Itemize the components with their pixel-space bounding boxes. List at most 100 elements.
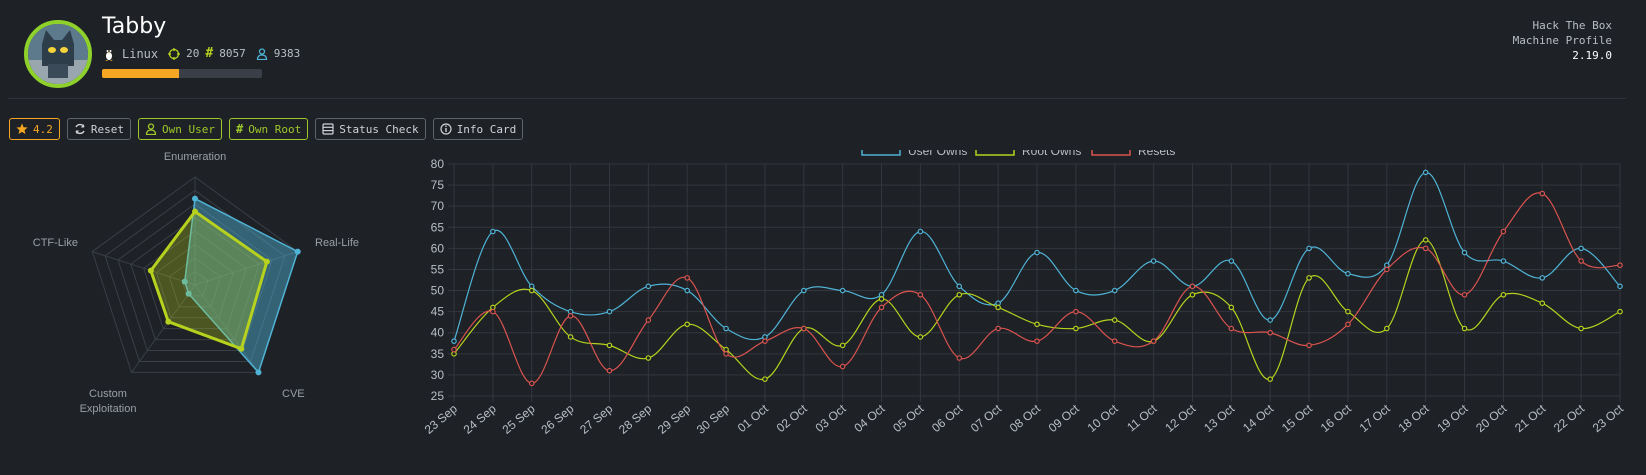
radar-point [192, 208, 198, 215]
radar-spoke [131, 284, 196, 373]
series-point [645, 283, 652, 290]
series-point [1111, 287, 1118, 294]
series-point [645, 317, 652, 323]
radar-spoke [194, 251, 298, 286]
series-point [917, 228, 924, 235]
radar-point [238, 345, 245, 352]
series-point [917, 291, 924, 298]
rating-value: 4.2 [33, 122, 53, 136]
user-owns-count: 9383 [273, 47, 301, 60]
radar-axis-label-line: Exploitation [80, 403, 137, 415]
rating-button[interactable]: 4.2 [9, 118, 60, 140]
series-point [1461, 291, 1468, 298]
linux-penguin-icon [104, 48, 114, 61]
y-tick-label: 60 [431, 241, 445, 255]
radar-spoke [92, 251, 196, 286]
radar-grid-ring [104, 189, 286, 362]
own-root-button[interactable]: # Own Root [228, 118, 309, 140]
series-point [1422, 245, 1429, 252]
series-point [1422, 237, 1429, 243]
series-point [1578, 245, 1584, 252]
x-tick-label: 29 Sep [655, 401, 693, 436]
series-point [528, 287, 535, 294]
x-tick-label: 14 Oct [1240, 401, 1277, 435]
y-tick-label: 40 [431, 326, 445, 340]
info-card-button[interactable]: Info Card [432, 118, 524, 140]
series-point [606, 367, 613, 374]
legend-label: Root Owns [1022, 150, 1081, 158]
series-point [1228, 258, 1235, 264]
series-point [723, 351, 729, 357]
radar-axis-label: Enumeration [164, 151, 226, 163]
series-point [1345, 270, 1351, 277]
os-label: Linux [122, 46, 159, 61]
series-point [878, 296, 885, 302]
reset-button[interactable]: Reset [66, 118, 131, 140]
y-tick-label: 55 [431, 262, 445, 276]
header-divider [8, 98, 1626, 99]
series-point [1539, 275, 1546, 281]
machine-avatar [24, 20, 92, 88]
series-point [1384, 325, 1390, 332]
radar-point [294, 248, 301, 255]
series-point [606, 342, 613, 349]
y-tick-label: 65 [431, 220, 445, 234]
x-tick-label: 15 Oct [1279, 401, 1316, 435]
y-tick-label: 30 [431, 368, 445, 382]
radar-point [263, 258, 270, 265]
radar-axis-label: Real-Life [315, 237, 359, 249]
user-icon [145, 123, 157, 135]
hash-icon: # [235, 122, 244, 136]
series-point [1267, 317, 1274, 323]
refresh-icon [75, 123, 85, 135]
series-point [1150, 338, 1157, 344]
x-tick-label: 13 Oct [1201, 401, 1238, 435]
series-point [762, 376, 768, 382]
reset-label: Reset [90, 122, 124, 136]
machine-header: Tabby Linux 20 # 8057 9383 Hack The Box [0, 0, 1646, 98]
series-point [528, 380, 535, 387]
x-tick-label: 26 Sep [538, 401, 576, 436]
x-tick-label: 06 Oct [929, 401, 966, 435]
own-root-label: Own Root [248, 122, 302, 136]
series-point [451, 346, 457, 353]
radar-grid-ring [130, 216, 260, 341]
series-point [1617, 262, 1623, 269]
series-point [956, 291, 963, 298]
x-tick-label: 04 Oct [851, 401, 888, 435]
status-check-button[interactable]: Status Check [315, 118, 426, 140]
x-tick-label: 25 Sep [500, 401, 538, 436]
series-point [1306, 245, 1312, 252]
series-point [995, 304, 1001, 311]
radar-grid-ring [155, 243, 235, 319]
series-point [684, 275, 691, 281]
brand-line-2: Machine Profile [1512, 34, 1612, 47]
radar-axis-label-line: Custom [89, 388, 127, 400]
radar-axis-label: CTF-Like [33, 237, 78, 249]
radar-point [165, 318, 172, 325]
star-icon [16, 123, 28, 134]
y-tick-label: 70 [431, 199, 445, 213]
info-icon [440, 123, 452, 135]
series-point [1267, 376, 1274, 382]
radar-grid-ring [143, 230, 247, 330]
x-tick-label: 30 Sep [694, 401, 732, 436]
series-point [645, 355, 652, 361]
x-tick-label: 19 Oct [1434, 401, 1471, 435]
series-point [1189, 291, 1196, 298]
points-value: 20 [186, 47, 200, 60]
series-point [490, 228, 496, 235]
x-tick-label: 09 Oct [1046, 401, 1083, 435]
series-point [1073, 308, 1079, 315]
root-owns-count: 8057 [219, 47, 246, 60]
x-tick-label: 24 Sep [461, 401, 499, 436]
own-user-button[interactable]: Own User [138, 118, 222, 140]
series-point [1073, 325, 1079, 332]
brand-block: Hack The Box Machine Profile 2.19.0 [1513, 18, 1612, 63]
x-tick-label: 23 Oct [1590, 401, 1627, 435]
series-point [1422, 169, 1429, 176]
series-point [723, 325, 729, 332]
series-point [917, 334, 924, 340]
series-point [1306, 342, 1312, 349]
series-point [839, 342, 846, 349]
